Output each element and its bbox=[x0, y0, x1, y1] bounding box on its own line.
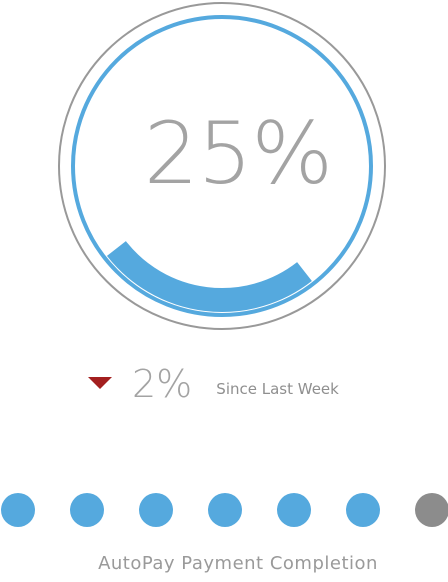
pager-dot-inactive[interactable] bbox=[415, 493, 448, 527]
trend-label: Since Last Week bbox=[216, 380, 339, 398]
pager-dot[interactable] bbox=[346, 493, 380, 527]
progress-gauge bbox=[58, 2, 386, 330]
pager-dot[interactable] bbox=[139, 493, 173, 527]
gauge-percentage: 25% bbox=[143, 104, 333, 204]
gauge-outer-ring bbox=[58, 2, 386, 330]
gauge-track-ring bbox=[71, 15, 373, 317]
pager-dot[interactable] bbox=[208, 493, 242, 527]
triangle-down-icon bbox=[88, 377, 112, 389]
pager-dot[interactable] bbox=[70, 493, 104, 527]
pager-dots bbox=[0, 492, 448, 528]
gauge-progress-arc bbox=[106, 240, 312, 312]
trend-value: 2% bbox=[132, 362, 193, 406]
widget-caption: AutoPay Payment Completion bbox=[98, 553, 378, 574]
weekly-trend: 2% Since Last Week bbox=[88, 362, 339, 406]
pager-dot[interactable] bbox=[1, 493, 35, 527]
pager-dot[interactable] bbox=[277, 493, 311, 527]
